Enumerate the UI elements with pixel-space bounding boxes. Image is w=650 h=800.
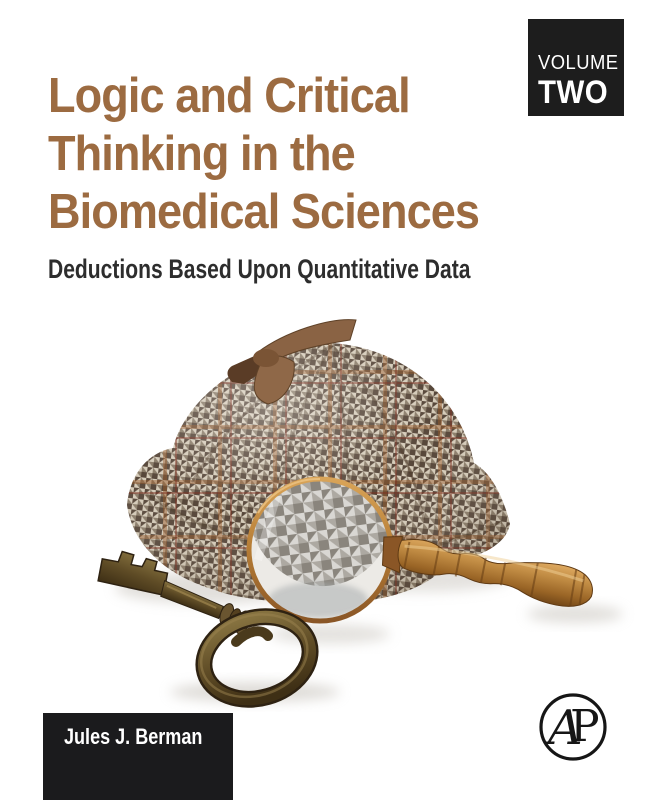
deerstalker-hat <box>127 319 510 604</box>
key-bow-loop <box>195 608 319 708</box>
book-title: Logic and Critical Thinking in the Biome… <box>48 67 480 241</box>
academic-press-logo: A P <box>539 693 607 761</box>
hat-bow <box>227 319 357 405</box>
magnifier-handle <box>381 535 593 607</box>
volume-badge-number: TWO <box>538 74 609 110</box>
logo-letter-a: A <box>544 700 583 756</box>
title-line-2: Thinking in the <box>48 127 356 181</box>
logo-circle <box>539 693 607 761</box>
volume-badge-word: VOLUME <box>538 52 619 74</box>
volume-badge: VOLUME TWO <box>528 19 624 116</box>
antique-key <box>97 550 319 708</box>
author-name: Jules J. Berman <box>64 724 203 749</box>
author-box: Jules J. Berman <box>43 713 233 800</box>
title-line-3: Biomedical Sciences <box>48 185 480 239</box>
title-line-1: Logic and Critical <box>48 69 411 123</box>
logo-letter-p: P <box>570 701 600 752</box>
book-subtitle: Deductions Based Upon Quantitative Data <box>48 254 471 284</box>
magnifying-glass <box>246 476 593 624</box>
lens-glass <box>250 480 390 620</box>
